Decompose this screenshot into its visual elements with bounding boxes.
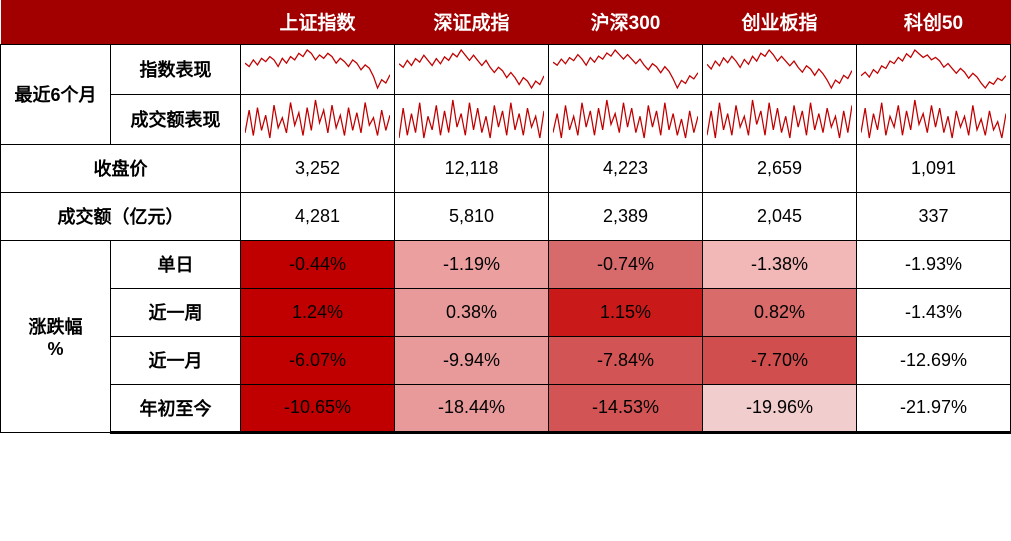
header-col-3: 创业板指: [703, 0, 857, 44]
header-blank: [1, 0, 241, 44]
chg-ytd-0: -10.65%: [241, 384, 395, 432]
chg-day-0: -0.44%: [241, 240, 395, 288]
spark-index-3: [703, 44, 857, 94]
close-0: 3,252: [241, 144, 395, 192]
label-month: 近一月: [111, 336, 241, 384]
chg-month-0: -6.07%: [241, 336, 395, 384]
header-row: 上证指数 深证成指 沪深300 创业板指 科创50: [1, 0, 1011, 44]
label-six-month: 最近6个月: [1, 44, 111, 144]
chg-day-2: -0.74%: [549, 240, 703, 288]
close-2: 4,223: [549, 144, 703, 192]
turnover-0: 4,281: [241, 192, 395, 240]
label-week: 近一周: [111, 288, 241, 336]
turnover-2: 2,389: [549, 192, 703, 240]
spark-index-2: [549, 44, 703, 94]
row-change-day: 涨跌幅 % 单日 -0.44% -1.19% -0.74% -1.38% -1.…: [1, 240, 1011, 288]
chg-day-3: -1.38%: [703, 240, 857, 288]
chg-month-3: -7.70%: [703, 336, 857, 384]
spark-vol-3: [703, 94, 857, 144]
chg-ytd-4: -21.97%: [857, 384, 1011, 432]
close-1: 12,118: [395, 144, 549, 192]
index-performance-table: 上证指数 深证成指 沪深300 创业板指 科创50 最近6个月 指数表现 成交额…: [0, 0, 1011, 434]
chg-week-3: 0.82%: [703, 288, 857, 336]
row-change-ytd: 年初至今 -10.65% -18.44% -14.53% -19.96% -21…: [1, 384, 1011, 432]
chg-day-1: -1.19%: [395, 240, 549, 288]
label-close: 收盘价: [1, 144, 241, 192]
chg-ytd-1: -18.44%: [395, 384, 549, 432]
chg-month-1: -9.94%: [395, 336, 549, 384]
label-ytd: 年初至今: [111, 384, 241, 432]
chg-day-4: -1.93%: [857, 240, 1011, 288]
spark-index-4: [857, 44, 1011, 94]
turnover-1: 5,810: [395, 192, 549, 240]
chg-month-2: -7.84%: [549, 336, 703, 384]
turnover-3: 2,045: [703, 192, 857, 240]
spark-vol-2: [549, 94, 703, 144]
spark-vol-4: [857, 94, 1011, 144]
row-change-month: 近一月 -6.07% -9.94% -7.84% -7.70% -12.69%: [1, 336, 1011, 384]
label-volume-perf: 成交额表现: [111, 94, 241, 144]
chg-month-4: -12.69%: [857, 336, 1011, 384]
label-change-pct: 涨跌幅 %: [1, 240, 111, 432]
header-col-1: 深证成指: [395, 0, 549, 44]
label-index-perf: 指数表现: [111, 44, 241, 94]
chg-week-1: 0.38%: [395, 288, 549, 336]
row-volume-perf: 成交额表现: [1, 94, 1011, 144]
header-col-2: 沪深300: [549, 0, 703, 44]
chg-week-4: -1.43%: [857, 288, 1011, 336]
label-turnover: 成交额（亿元）: [1, 192, 241, 240]
row-index-perf: 最近6个月 指数表现: [1, 44, 1011, 94]
spark-index-0: [241, 44, 395, 94]
spark-vol-1: [395, 94, 549, 144]
chg-week-0: 1.24%: [241, 288, 395, 336]
row-turnover: 成交额（亿元） 4,281 5,810 2,389 2,045 337: [1, 192, 1011, 240]
spark-vol-0: [241, 94, 395, 144]
chg-ytd-2: -14.53%: [549, 384, 703, 432]
header-col-4: 科创50: [857, 0, 1011, 44]
chg-ytd-3: -19.96%: [703, 384, 857, 432]
header-col-0: 上证指数: [241, 0, 395, 44]
close-3: 2,659: [703, 144, 857, 192]
label-day: 单日: [111, 240, 241, 288]
close-4: 1,091: [857, 144, 1011, 192]
chg-week-2: 1.15%: [549, 288, 703, 336]
row-change-week: 近一周 1.24% 0.38% 1.15% 0.82% -1.43%: [1, 288, 1011, 336]
spark-index-1: [395, 44, 549, 94]
turnover-4: 337: [857, 192, 1011, 240]
row-close: 收盘价 3,252 12,118 4,223 2,659 1,091: [1, 144, 1011, 192]
